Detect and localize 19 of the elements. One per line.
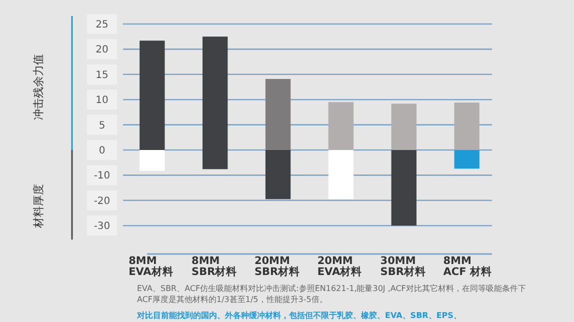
text: EVA、SBR、ACF仿生吸能材料对比冲击测试:参照EN1621-1,能量30J ,ACF对比其它材料，在同等吸能条件下 ACF厚度是其他材料的1/3甚至1/5，性能提升3-5倍。 [137, 284, 526, 304]
x-tick-label: 20MM SBR材料 [254, 255, 300, 278]
y-tick-label: -20 [94, 196, 110, 207]
x-tick-label: 30MM SBR材料 [380, 255, 426, 278]
y-tick-label: 5 [98, 120, 106, 132]
y-tick-label: 15 [96, 70, 108, 81]
y-tick-label: -30 [94, 221, 110, 232]
text: 冲击残余力值 [32, 54, 45, 120]
y-tick-label: 25 [96, 20, 108, 30]
y-tick-label: 0 [98, 146, 106, 156]
text: 材料厚度 [32, 184, 45, 229]
x-tick-label: 8MM EVA材料 [128, 255, 174, 278]
y-tick-label: 20 [96, 44, 108, 56]
x-tick-label: 8MM ACF 材料 [443, 255, 492, 278]
y-tick-label: 10 [96, 95, 108, 106]
x-tick-label: 8MM SBR材料 [192, 255, 238, 278]
text: 对比目前能找到的国内、外各种缓冲材料，包括但不限于乳胶、橡胶、EVA、SBR、EPS、 [136, 311, 462, 320]
x-tick-label: 20MM EVA材料 [317, 255, 362, 278]
y-tick-label: -10 [94, 170, 110, 182]
